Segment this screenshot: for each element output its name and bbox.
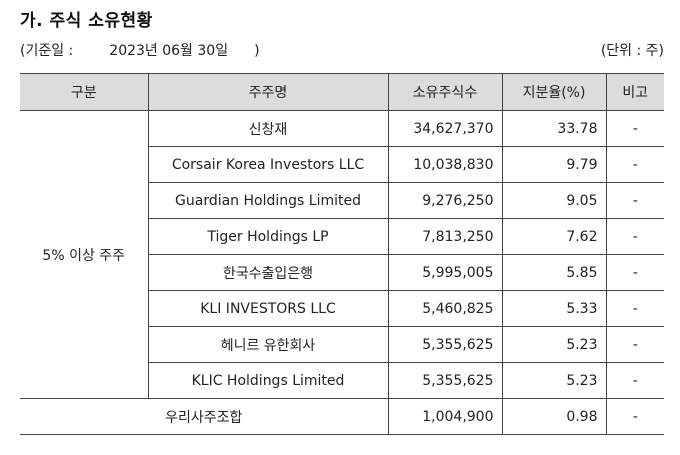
table-row: KLI INVESTORS LLC 5,460,825 5.33 - <box>20 290 664 327</box>
shares-owned: 34,627,370 <box>387 110 503 147</box>
header-shares-owned: 소유주식수 <box>387 73 503 111</box>
remarks: - <box>605 146 664 183</box>
esop-remarks: - <box>605 398 664 435</box>
remarks: - <box>605 290 664 327</box>
ownership-ratio: 33.78 <box>501 110 607 147</box>
ownership-ratio: 9.05 <box>501 182 607 219</box>
remarks: - <box>605 218 664 255</box>
shares-owned: 5,995,005 <box>387 254 503 291</box>
shareholder-name: 헤니르 유한회사 <box>148 326 389 363</box>
ownership-ratio: 5.23 <box>501 362 607 399</box>
header-remarks: 비고 <box>605 73 664 111</box>
shareholder-name: 신창재 <box>147 110 389 147</box>
header-category: 구분 <box>20 73 149 111</box>
remarks: - <box>605 362 664 399</box>
ownership-ratio: 7.62 <box>501 218 607 255</box>
shareholder-name: KLIC Holdings Limited <box>148 362 389 399</box>
section-title: 가. 주식 소유현황 <box>20 11 153 31</box>
ownership-ratio: 5.33 <box>501 290 607 327</box>
table-row: 5% 이상 주주 신창재 34,627,370 33.78 - <box>20 110 664 399</box>
basis-date: (기준일 : 2023년 06월 30일) <box>20 40 260 60</box>
remarks: - <box>605 254 664 291</box>
remarks: - <box>605 326 664 363</box>
basis-close: ) <box>254 43 260 59</box>
ownership-ratio: 9.79 <box>501 146 607 183</box>
esop-row: 우리사주조합 1,004,900 0.98 - <box>20 398 664 435</box>
table-row: 헤니르 유한회사 5,355,625 5.23 - <box>20 326 664 363</box>
basis-open: (기준일 : <box>20 43 74 59</box>
shares-owned: 7,813,250 <box>387 218 503 255</box>
shareholder-name: Guardian Holdings Limited <box>148 182 389 219</box>
shareholder-name: Tiger Holdings LP <box>148 218 389 255</box>
group-label-5pct: 5% 이상 주주 <box>20 110 149 399</box>
remarks: - <box>605 182 664 219</box>
shares-owned: 5,460,825 <box>387 290 503 327</box>
ownership-ratio: 5.23 <box>501 326 607 363</box>
header-row: 구분 주주명 소유주식수 지분율(%) 비고 <box>20 73 664 111</box>
remarks: - <box>605 110 664 147</box>
shares-owned: 9,276,250 <box>387 182 503 219</box>
header-ownership-ratio: 지분율(%) <box>501 73 607 111</box>
shares-owned: 10,038,830 <box>387 146 503 183</box>
shares-owned: 5,355,625 <box>387 362 503 399</box>
shareholder-table: 구분 주주명 소유주식수 지분율(%) 비고 5% 이상 주주 신창재 34,6… <box>20 73 664 435</box>
shareholder-name: 한국수출입은행 <box>148 254 389 291</box>
header-shareholder-name: 주주명 <box>147 73 389 111</box>
shares-owned: 5,355,625 <box>387 326 503 363</box>
unit-label: (단위 : 주) <box>600 43 664 59</box>
basis-date-value: 2023년 06월 30일 <box>109 43 229 59</box>
ownership-ratio: 5.85 <box>501 254 607 291</box>
esop-label: 우리사주조합 <box>20 398 389 435</box>
esop-shares: 1,004,900 <box>387 398 503 435</box>
shareholder-name: KLI INVESTORS LLC <box>148 290 389 327</box>
table-row: 한국수출입은행 5,995,005 5.85 - <box>20 254 664 291</box>
esop-ratio: 0.98 <box>501 398 607 435</box>
shareholder-name: Corsair Korea Investors LLC <box>148 146 389 183</box>
